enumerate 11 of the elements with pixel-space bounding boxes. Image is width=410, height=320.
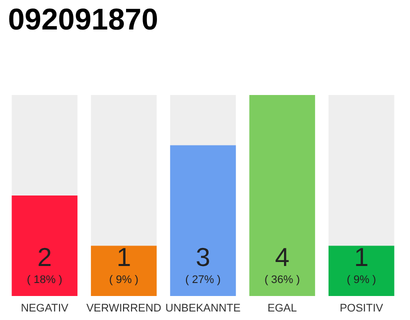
data-label: 3 ( 27% ) (185, 242, 221, 286)
data-label: 1 ( 9% ) (109, 242, 138, 286)
x-tick-label: POSITIV (340, 302, 384, 314)
chart-title: 092091870 (8, 4, 158, 36)
x-tick-label: UNBEKANNTE (165, 302, 241, 314)
data-label: 4 ( 36% ) (264, 242, 300, 286)
data-label: 2 ( 18% ) (26, 242, 62, 286)
data-label: 1 ( 9% ) (346, 242, 376, 286)
x-tick-label: VERWIRREND (86, 302, 162, 314)
x-tick-label: EGAL (268, 302, 297, 314)
x-tick-label: NEGATIV (20, 302, 69, 314)
